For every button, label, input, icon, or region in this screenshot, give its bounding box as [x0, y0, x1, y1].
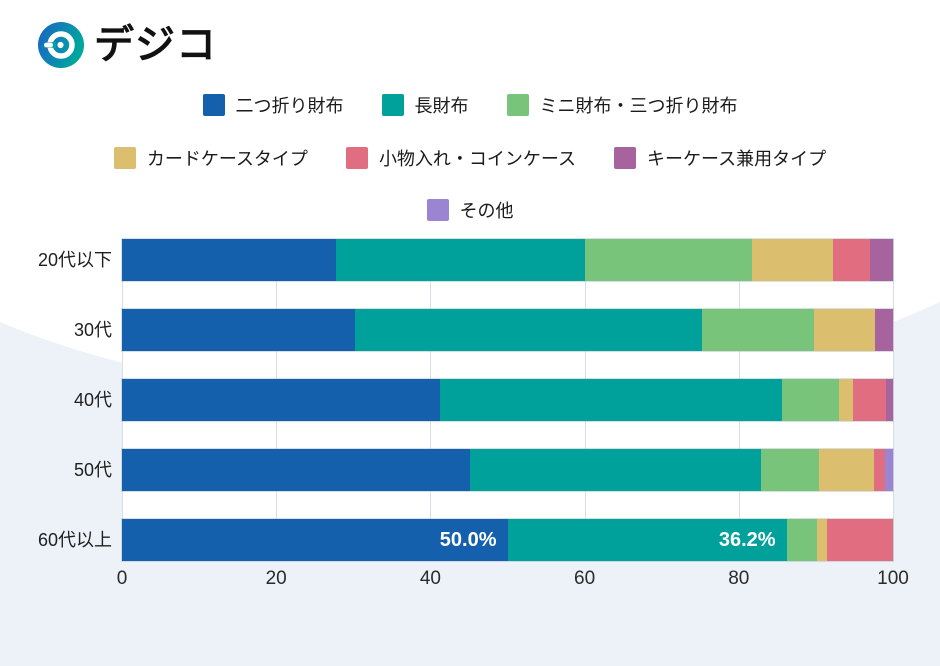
legend-swatch-icon: [381, 94, 404, 116]
legend-label: 長財布: [414, 96, 469, 116]
legend-label: 二つ折り財布: [235, 96, 344, 116]
x-tick-label: 0: [116, 568, 128, 589]
category-label: 40代: [73, 390, 112, 410]
legend-item: キーケース兼用タイプ: [614, 145, 826, 171]
legend-swatch-icon: [614, 147, 637, 169]
bar-segment: [852, 379, 887, 421]
bar-segment: [873, 449, 886, 491]
legend-swatch-icon: [202, 94, 225, 116]
bar-segment: [122, 309, 355, 351]
x-tick-label: 20: [265, 568, 287, 589]
bar-segment: [701, 309, 814, 351]
bar-segment: [781, 379, 840, 421]
digico-d-icon: [38, 22, 84, 68]
legend-label: カードケースタイプ: [146, 149, 308, 169]
bar-row-50代: [122, 449, 893, 491]
x-tick-label: 100: [877, 568, 909, 589]
legend-swatch-icon: [426, 199, 449, 221]
legend-item: 二つ折り財布: [202, 92, 344, 118]
legend-label: キーケース兼用タイプ: [647, 149, 827, 169]
legend-swatch-icon: [345, 147, 368, 169]
bar-segment: [584, 239, 752, 281]
bar-segment: [354, 309, 702, 351]
bar-segment: [786, 519, 817, 561]
bar-segment: [336, 239, 585, 281]
bar-segment: [839, 379, 853, 421]
logo-text: デジコ: [94, 23, 217, 67]
bar-segment: [885, 449, 893, 491]
bar-segment: [470, 449, 762, 491]
bar-segment: [827, 519, 893, 561]
bar-segment: [440, 379, 782, 421]
bar-segment: [751, 239, 833, 281]
legend-item: カードケースタイプ: [113, 145, 308, 171]
bar-row-40代: [122, 379, 893, 421]
legend-swatch-icon: [506, 94, 529, 116]
bar-segment: [122, 239, 337, 281]
bar-segment: [818, 449, 874, 491]
category-label: 50代: [73, 460, 112, 480]
gridline: [893, 239, 894, 561]
bar-segment: [761, 449, 819, 491]
segment-value-label: 50.0%: [439, 529, 497, 551]
bar-segment: [869, 239, 893, 281]
segment-value-label: 36.2%: [718, 529, 776, 551]
legend-swatch-icon: [113, 147, 136, 169]
legend-label: 小物入れ・コインケース: [378, 149, 577, 169]
y-axis-category-labels: 20代以下 30代 40代 50代 60代以上: [0, 0, 112, 666]
legend-item: 長財布: [381, 92, 469, 118]
bar-segment: 36.2%: [507, 519, 787, 561]
legend-row-1: 二つ折り財布 長財布 ミニ財布・三つ折り財布: [0, 92, 940, 118]
category-label: 60代以上: [37, 530, 112, 550]
bar-segment: [813, 309, 876, 351]
legend-item: 小物入れ・コインケース: [345, 145, 577, 171]
bar-segment: [816, 519, 828, 561]
bar-row-20代以下: [122, 239, 893, 281]
bar-row-30代: [122, 309, 893, 351]
category-label: 30代: [73, 320, 112, 340]
x-tick-label: 60: [574, 568, 596, 589]
legend-item: ミニ財布・三つ折り財布: [506, 92, 738, 118]
bar-segment: [832, 239, 870, 281]
legend-row-2: カードケースタイプ 小物入れ・コインケース キーケース兼用タイプ: [0, 145, 940, 171]
bar-row-60代以上: 50.0% 36.2%: [122, 519, 893, 561]
bar-segment: 50.0%: [122, 519, 508, 561]
legend-row-3: その他: [0, 197, 940, 223]
x-tick-label: 40: [419, 568, 441, 589]
legend-label: その他: [459, 201, 514, 221]
bar-segment: [886, 379, 893, 421]
stacked-bar-plot-area: 50.0% 36.2%: [122, 239, 894, 561]
bar-segment: [875, 309, 893, 351]
legend-item: その他: [426, 197, 514, 223]
x-tick-label: 80: [728, 568, 750, 589]
legend-label: ミニ財布・三つ折り財布: [539, 96, 738, 116]
category-label: 20代以下: [37, 250, 112, 270]
logo: デジコ: [38, 22, 217, 68]
bar-segment: [122, 379, 441, 421]
bar-segment: [122, 449, 471, 491]
